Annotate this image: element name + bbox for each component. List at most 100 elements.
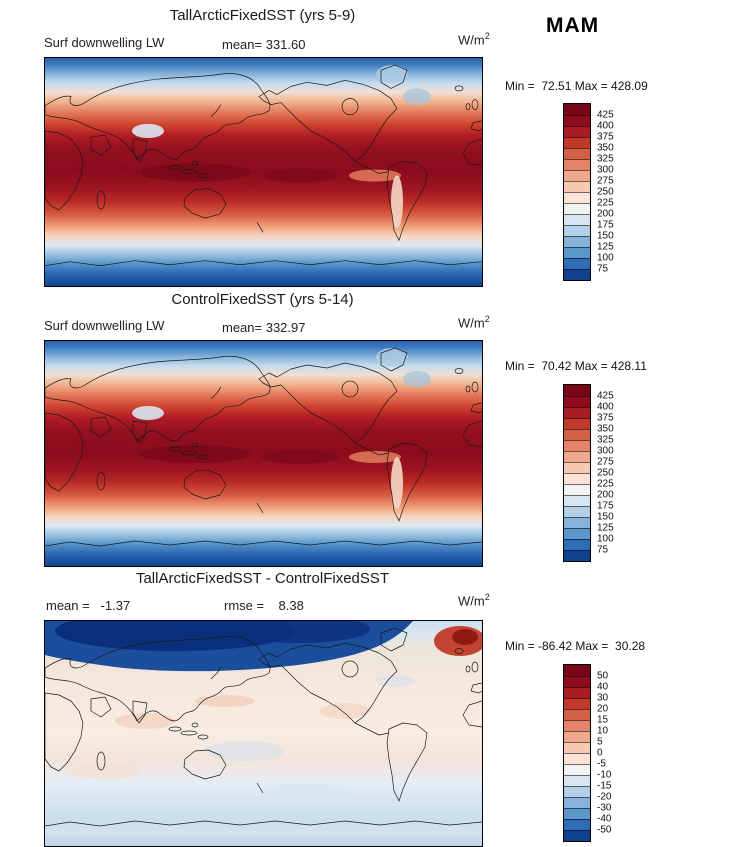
colorbar-tick-label: 40 xyxy=(597,681,609,693)
colorbar-swatch xyxy=(564,517,590,528)
colorbar-swatch xyxy=(564,764,590,775)
panel2-mean: mean= 332.97 xyxy=(222,320,306,335)
colorbar-swatch xyxy=(564,819,590,830)
colorbar-tick-label: -15 xyxy=(597,780,612,792)
colorbar-tick-label: 0 xyxy=(597,747,603,759)
panel1-variable-label: Surf downwelling LW xyxy=(44,35,165,50)
colorbar-swatch xyxy=(564,451,590,462)
colorbar-swatch xyxy=(564,429,590,440)
colorbar-tick-label: 425 xyxy=(597,390,614,402)
colorbar-tick-label: 250 xyxy=(597,186,614,198)
colorbar-tick-label: -30 xyxy=(597,802,612,814)
season-heading: MAM xyxy=(546,14,600,37)
colorbar-swatches xyxy=(563,664,591,842)
colorbar-swatch xyxy=(564,170,590,181)
colorbar-swatch xyxy=(564,407,590,418)
colorbar-tick-label: 125 xyxy=(597,522,614,534)
map-tallarctic xyxy=(44,57,483,287)
panel2-colorbar: 425 400 375 350 325 300 275 250 225 200 175 150 125 1… xyxy=(563,384,643,566)
panel3-mean: mean = -1.37 xyxy=(46,598,131,613)
colorbar-swatch xyxy=(564,126,590,137)
colorbar-swatch xyxy=(564,462,590,473)
colorbar-swatch xyxy=(564,830,590,841)
colorbar-tick-label: 200 xyxy=(597,208,614,220)
colorbar-swatch xyxy=(564,258,590,269)
panel1-units-exponent: 2 xyxy=(484,31,490,41)
colorbar-swatches xyxy=(563,103,591,281)
colorbar-tick-label: 75 xyxy=(597,263,609,275)
colorbar-swatch xyxy=(564,104,590,115)
colorbar-tick-label: 275 xyxy=(597,456,614,468)
colorbar-tick-label: 300 xyxy=(597,164,614,176)
colorbar-tick-label: -5 xyxy=(597,758,606,770)
colorbar-swatch xyxy=(564,115,590,126)
colorbar-tick-label: 125 xyxy=(597,241,614,253)
colorbar-swatch xyxy=(564,192,590,203)
colorbar-tick-label: 350 xyxy=(597,423,614,435)
colorbar-tick-label: -20 xyxy=(597,791,612,803)
colorbar-swatch xyxy=(564,731,590,742)
colorbar-swatch xyxy=(564,440,590,451)
colorbar-swatch xyxy=(564,247,590,258)
colorbar-swatch xyxy=(564,203,590,214)
colorbar-tick-label: 100 xyxy=(597,252,614,264)
colorbar-tick-label: 100 xyxy=(597,533,614,545)
colorbar-swatch xyxy=(564,709,590,720)
colorbar-swatch xyxy=(564,385,590,396)
colorbar-tick-label: 275 xyxy=(597,175,614,187)
colorbar-swatch xyxy=(564,742,590,753)
colorbar-tick-label: -10 xyxy=(597,769,612,781)
colorbar-swatch xyxy=(564,137,590,148)
panel2-units: W/m2 xyxy=(458,314,490,330)
colorbar-tick-label: 325 xyxy=(597,434,614,446)
colorbar-swatch xyxy=(564,797,590,808)
colorbar-tick-label: 375 xyxy=(597,131,614,143)
colorbar-swatch xyxy=(564,418,590,429)
colorbar-swatch xyxy=(564,808,590,819)
colorbar-swatch xyxy=(564,484,590,495)
colorbar-tick-label: 5 xyxy=(597,736,603,748)
colorbar-swatch xyxy=(564,181,590,192)
colorbar-tick-label: 425 xyxy=(597,109,614,121)
panel1-mean: mean= 331.60 xyxy=(222,37,306,52)
colorbar-tick-label: 175 xyxy=(597,219,614,231)
colorbar-swatch xyxy=(564,665,590,676)
panel3-units: W/m2 xyxy=(458,592,490,608)
colorbar-tick-label: 10 xyxy=(597,725,609,737)
panel3-title: TallArcticFixedSST - ControlFixedSST xyxy=(135,570,390,587)
colorbar-tick-label: 225 xyxy=(597,197,614,209)
colorbar-tick-label: 350 xyxy=(597,142,614,154)
panel2-units-base: W/m xyxy=(458,315,485,331)
colorbar-swatch xyxy=(564,495,590,506)
colorbar-tick-label: 150 xyxy=(597,230,614,242)
map-difference xyxy=(44,620,483,847)
colorbar-swatch xyxy=(564,786,590,797)
panel3-units-exponent: 2 xyxy=(484,592,490,602)
panel2-title: ControlFixedSST (yrs 5-14) xyxy=(171,291,354,308)
colorbar-swatch xyxy=(564,687,590,698)
colorbar-swatch xyxy=(564,148,590,159)
panel3-rmse: rmse = 8.38 xyxy=(224,598,304,613)
colorbar-swatch xyxy=(564,214,590,225)
panel3-units-base: W/m xyxy=(458,593,485,609)
colorbar-tick-label: 20 xyxy=(597,703,609,715)
colorbar-swatch xyxy=(564,159,590,170)
panel1-units: W/m2 xyxy=(458,31,490,47)
colorbar-swatch xyxy=(564,473,590,484)
panel1-title: TallArcticFixedSST (yrs 5-9) xyxy=(169,7,356,24)
colorbar-tick-label: 175 xyxy=(597,500,614,512)
panel3-colorbar: 50 40 30 20 15 10 5 0 -5 -10 -15 -20 -30 -40 -50 xyxy=(563,664,643,846)
colorbar-tick-label: 15 xyxy=(597,714,609,726)
colorbar-swatch xyxy=(564,396,590,407)
colorbar-swatch xyxy=(564,775,590,786)
colorbar-swatch xyxy=(564,225,590,236)
colorbar-swatch xyxy=(564,269,590,280)
colorbar-tick-label: 50 xyxy=(597,670,609,682)
colorbar-swatch xyxy=(564,550,590,561)
colorbar-swatch xyxy=(564,528,590,539)
colorbar-swatch xyxy=(564,676,590,687)
colorbar-swatch xyxy=(564,698,590,709)
map-control xyxy=(44,340,483,567)
colorbar-swatch xyxy=(564,720,590,731)
